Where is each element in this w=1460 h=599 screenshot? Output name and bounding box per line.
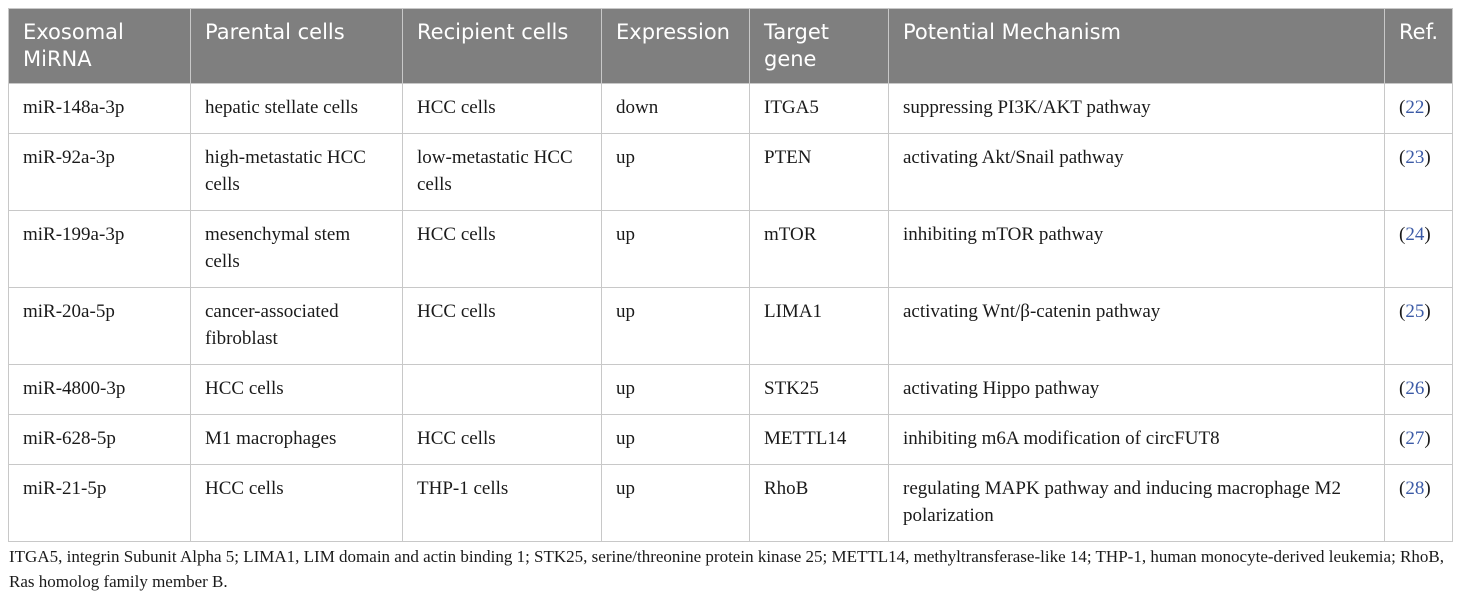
cell-mirna: miR-199a-3p bbox=[8, 210, 191, 288]
cell-parental: M1 macrophages bbox=[190, 414, 403, 465]
cell-ref: (28) bbox=[1384, 464, 1453, 542]
table-row: miR-628-5p M1 macrophages HCC cells up M… bbox=[8, 414, 1453, 465]
cell-ref: (26) bbox=[1384, 364, 1453, 415]
cell-parental: hepatic stellate cells bbox=[190, 83, 403, 134]
header-recipient-cells: Recipient cells bbox=[402, 8, 602, 84]
header-mechanism: Potential Mechanism bbox=[888, 8, 1385, 84]
cell-mechanism: suppressing PI3K/AKT pathway bbox=[888, 83, 1385, 134]
cell-ref: (25) bbox=[1384, 287, 1453, 365]
header-target-gene: Target gene bbox=[749, 8, 889, 84]
cell-mirna: miR-20a-5p bbox=[8, 287, 191, 365]
table-row: miR-92a-3p high-metastatic HCC cells low… bbox=[8, 133, 1453, 211]
table-container: Exosomal MiRNA Parental cells Recipient … bbox=[8, 8, 1453, 542]
cell-mechanism: activating Akt/Snail pathway bbox=[888, 133, 1385, 211]
cell-mechanism: activating Wnt/β-catenin pathway bbox=[888, 287, 1385, 365]
cell-ref: (24) bbox=[1384, 210, 1453, 288]
header-mirna: Exosomal MiRNA bbox=[8, 8, 191, 84]
cell-mechanism: activating Hippo pathway bbox=[888, 364, 1385, 415]
ref-link[interactable]: 22 bbox=[1405, 97, 1425, 118]
cell-ref: (22) bbox=[1384, 83, 1453, 134]
cell-ref: (23) bbox=[1384, 133, 1453, 211]
cell-mirna: miR-148a-3p bbox=[8, 83, 191, 134]
table-row: miR-199a-3p mesenchymal stem cells HCC c… bbox=[8, 210, 1453, 288]
cell-target: ITGA5 bbox=[749, 83, 889, 134]
cell-parental: mesenchymal stem cells bbox=[190, 210, 403, 288]
cell-expression: down bbox=[601, 83, 750, 134]
cell-mirna: miR-21-5p bbox=[8, 464, 191, 542]
table-header-row: Exosomal MiRNA Parental cells Recipient … bbox=[8, 8, 1453, 84]
cell-recipient: HCC cells bbox=[402, 210, 602, 288]
table-row: miR-21-5p HCC cells THP-1 cells up RhoB … bbox=[8, 464, 1453, 542]
mirna-table: Exosomal MiRNA Parental cells Recipient … bbox=[8, 8, 1453, 542]
cell-parental: HCC cells bbox=[190, 464, 403, 542]
cell-ref: (27) bbox=[1384, 414, 1453, 465]
cell-recipient bbox=[402, 364, 602, 415]
cell-recipient: HCC cells bbox=[402, 414, 602, 465]
cell-parental: HCC cells bbox=[190, 364, 403, 415]
cell-recipient: HCC cells bbox=[402, 83, 602, 134]
header-expression: Expression bbox=[601, 8, 750, 84]
ref-link[interactable]: 24 bbox=[1405, 224, 1425, 245]
header-parental-cells: Parental cells bbox=[190, 8, 403, 84]
cell-mirna: miR-4800-3p bbox=[8, 364, 191, 415]
cell-target: STK25 bbox=[749, 364, 889, 415]
cell-expression: up bbox=[601, 464, 750, 542]
table-row: miR-4800-3p HCC cells up STK25 activatin… bbox=[8, 364, 1453, 415]
table-row: miR-20a-5p cancer-associated fibroblast … bbox=[8, 287, 1453, 365]
cell-expression: up bbox=[601, 210, 750, 288]
cell-mirna: miR-92a-3p bbox=[8, 133, 191, 211]
cell-expression: up bbox=[601, 364, 750, 415]
cell-recipient: THP-1 cells bbox=[402, 464, 602, 542]
ref-link[interactable]: 26 bbox=[1405, 378, 1425, 399]
header-ref: Ref. bbox=[1384, 8, 1453, 84]
table-row: miR-148a-3p hepatic stellate cells HCC c… bbox=[8, 83, 1453, 134]
cell-mechanism: regulating MAPK pathway and inducing mac… bbox=[888, 464, 1385, 542]
cell-target: LIMA1 bbox=[749, 287, 889, 365]
cell-recipient: HCC cells bbox=[402, 287, 602, 365]
ref-link[interactable]: 23 bbox=[1405, 147, 1425, 168]
cell-parental: high-metastatic HCC cells bbox=[190, 133, 403, 211]
cell-expression: up bbox=[601, 287, 750, 365]
cell-expression: up bbox=[601, 133, 750, 211]
cell-target: PTEN bbox=[749, 133, 889, 211]
cell-mirna: miR-628-5p bbox=[8, 414, 191, 465]
cell-mechanism: inhibiting m6A modification of circFUT8 bbox=[888, 414, 1385, 465]
cell-parental: cancer-associated fibroblast bbox=[190, 287, 403, 365]
table-footnote: ITGA5, integrin Subunit Alpha 5; LIMA1, … bbox=[9, 547, 1444, 591]
cell-recipient: low-metastatic HCC cells bbox=[402, 133, 602, 211]
cell-mechanism: inhibiting mTOR pathway bbox=[888, 210, 1385, 288]
ref-link[interactable]: 28 bbox=[1405, 478, 1425, 499]
cell-target: mTOR bbox=[749, 210, 889, 288]
ref-link[interactable]: 27 bbox=[1405, 428, 1425, 449]
ref-link[interactable]: 25 bbox=[1405, 301, 1425, 322]
cell-target: METTL14 bbox=[749, 414, 889, 465]
cell-expression: up bbox=[601, 414, 750, 465]
cell-target: RhoB bbox=[749, 464, 889, 542]
